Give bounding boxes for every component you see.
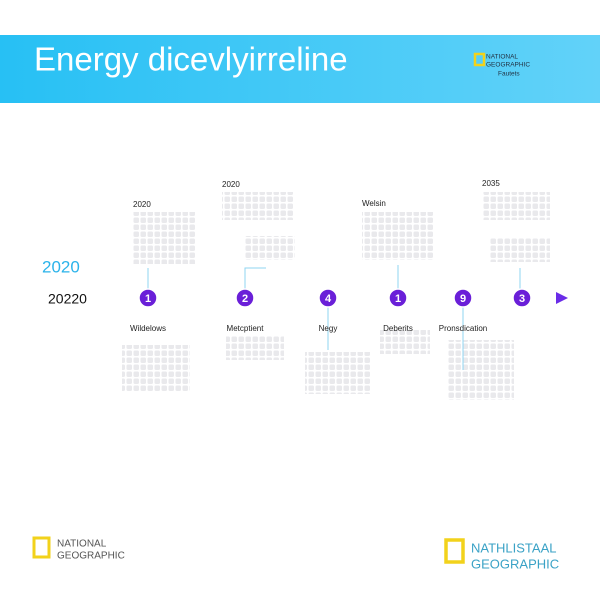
- label-above: 2035: [482, 179, 500, 188]
- label-above: 2020: [133, 200, 151, 209]
- node: [138, 288, 158, 308]
- logo-text: Fautets: [498, 71, 520, 78]
- node: [388, 288, 408, 308]
- logo-text: NATHLISTAAL: [471, 540, 556, 555]
- timeline-arrow: [556, 292, 568, 304]
- node: [512, 288, 532, 308]
- logo-text: NATIONAL: [486, 54, 518, 61]
- logo-mark: [32, 536, 51, 559]
- node: [318, 288, 338, 308]
- logo-text: GEOGRAPHIC: [471, 556, 559, 571]
- start-label: 20220: [48, 291, 87, 307]
- start-label: 2020: [42, 257, 80, 276]
- node-label: Wildelows: [130, 324, 166, 333]
- node-number: 4: [325, 293, 332, 305]
- header-bar: [0, 35, 600, 103]
- label-above: 2020: [222, 180, 240, 189]
- title: Energy dicevlyirreline: [34, 41, 348, 78]
- node-label: Negy: [319, 324, 338, 333]
- node-number: 1: [395, 293, 401, 305]
- node-number: 3: [519, 293, 525, 305]
- label-above: Welsin: [362, 199, 386, 208]
- node-number: 9: [460, 293, 466, 305]
- logo-text: NATIONAL: [57, 539, 107, 550]
- node-label: Deberits: [383, 324, 413, 333]
- logo-mark: [444, 538, 465, 564]
- logo-mark: [473, 52, 486, 67]
- node-label: Pronsdication: [439, 324, 487, 333]
- node-number: 1: [145, 293, 151, 305]
- node-number: 2: [242, 293, 248, 305]
- node-label: Metcptient: [227, 324, 265, 333]
- node: [235, 288, 255, 308]
- logo-text: GEOGRAPHIC: [57, 551, 125, 562]
- node: [453, 288, 473, 308]
- logo-text: GEOGRAPHIC: [486, 62, 530, 69]
- placeholder-blocks: [122, 192, 550, 400]
